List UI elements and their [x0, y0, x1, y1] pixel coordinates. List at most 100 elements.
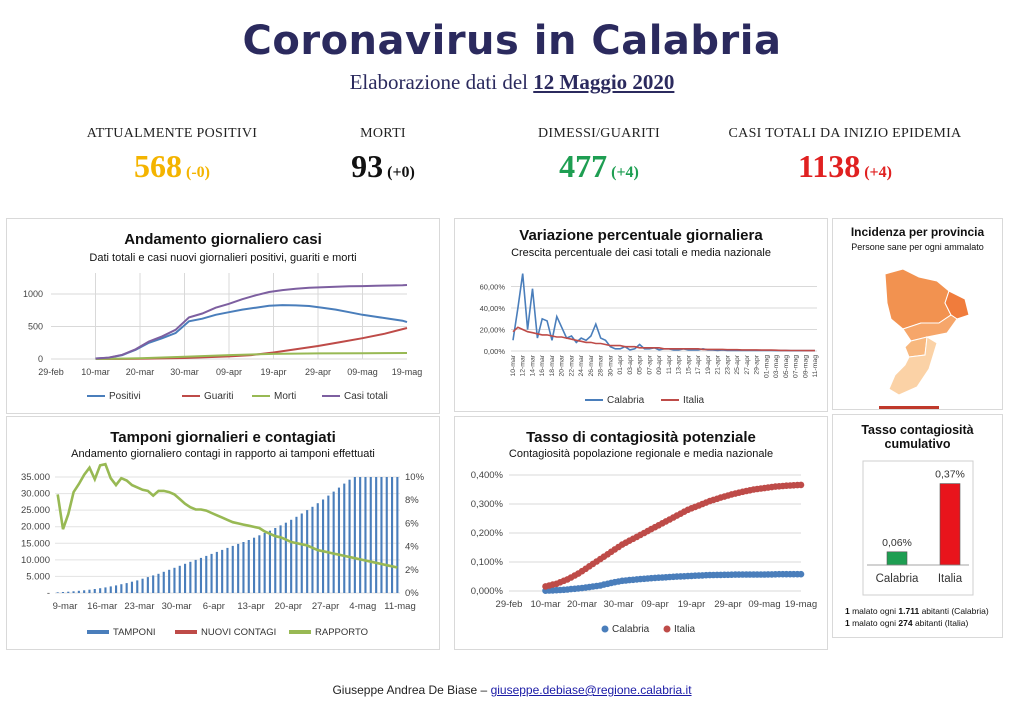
x-tick-label: 19-mag [392, 367, 423, 377]
legend-label: Casi totali [344, 391, 388, 402]
y-tick-label: - [47, 588, 50, 599]
x-tick-label: 09-apr [641, 599, 668, 610]
bar-tamponi [61, 592, 65, 593]
chart-title: Tasso contagiosità cumulativo [861, 423, 974, 451]
bar-tamponi [375, 477, 378, 593]
bar-tamponi [284, 522, 287, 593]
bar-tamponi [99, 588, 102, 593]
x-tick-label: 09-apr [656, 354, 663, 374]
bar-tamponi [290, 519, 293, 593]
series-line-italia [512, 326, 815, 352]
stat-value: 1138 [797, 148, 861, 184]
x-tick-label: 10-mar [530, 599, 560, 610]
bar-tamponi [396, 477, 399, 593]
stat-label: DIMESSI/GUARITI [538, 126, 660, 141]
x-tick-label: 07-mag [793, 355, 800, 378]
x-tick-label: 20-apr [275, 601, 302, 612]
panel-tamponi: Tamponi giornalieri e contagiati Andamen… [6, 416, 440, 650]
series-line-casi-totali [95, 284, 408, 360]
stat-morti: MORTI 93 (+0) [268, 126, 498, 185]
x-tick-label: 24-mar [578, 354, 585, 376]
x-tick-label: 09-mag [748, 599, 780, 610]
x-tick-label: 30-mar [607, 354, 614, 376]
bar-tamponi [268, 530, 272, 593]
bar-tamponi [279, 525, 282, 593]
x-tick-label: 30-mar [162, 601, 192, 612]
x-tick-label: 16-mar [87, 601, 117, 612]
bar-tamponi [77, 590, 80, 593]
note-italia: 1 malato ogni 274 abitanti (Italia) [845, 618, 969, 628]
x-tick-label: 29-apr [714, 599, 741, 610]
stat-value: 477 [559, 148, 608, 184]
bar-tamponi [221, 549, 224, 593]
panel-variazione: Variazione percentuale giornaliera Cresc… [454, 218, 828, 412]
bar-tamponi [136, 580, 139, 593]
bar-tamponi [274, 528, 277, 593]
bar-italia [939, 483, 961, 566]
bar-tamponi [316, 503, 319, 593]
x-tick-label: 9-mar [53, 601, 78, 612]
bar-tamponi [337, 487, 341, 593]
x-tick-label: 25-apr [734, 354, 741, 374]
y-tick-label: 0,000% [471, 586, 504, 597]
legend-label: Guariti [204, 391, 233, 402]
y2-tick-label: 10% [405, 472, 425, 483]
stat-delta: (+0) [387, 164, 415, 181]
stat-guariti: DIMESSI/GUARITI 477 (+4) [484, 126, 714, 185]
x-tick-label: 6-apr [203, 601, 225, 612]
subtitle-prefix: Elaborazione dati del [349, 70, 528, 94]
x-tick-label: 05-mag [783, 355, 790, 378]
x-tick-label: 10-mar [510, 354, 517, 376]
calabria-map [879, 268, 970, 409]
y-tick-label: 0,200% [471, 528, 504, 539]
y2-tick-label: 0% [405, 588, 419, 599]
series-line-calabria [512, 273, 815, 352]
panel-andamento: Andamento giornaliero casi Dati totali e… [6, 218, 440, 414]
bar-tamponi [56, 592, 59, 593]
bar-tamponi [322, 499, 325, 593]
y-tick-label: 0,300% [471, 499, 504, 510]
x-tick-label: 03-mag [773, 355, 780, 378]
x-tick-label: 15-apr [685, 354, 692, 374]
x-tick-label: 19-apr [705, 354, 712, 374]
chart-title: Incidenza per provincia [850, 225, 985, 239]
x-tick-label: 22-mar [569, 354, 576, 376]
bar-tamponi [380, 477, 383, 593]
legend-label: TAMPONI [113, 627, 156, 638]
y-tick-label: 0,100% [471, 557, 504, 568]
footer-email-link[interactable]: giuseppe.debiase@regione.calabria.it [490, 683, 692, 697]
y-tick-label: 35.000 [21, 472, 50, 483]
x-tick-label: 01-mag [763, 355, 770, 378]
stat-delta: (-0) [186, 164, 210, 181]
bar-tamponi [189, 561, 192, 593]
bar-tamponi [130, 581, 134, 593]
bar-tamponi [353, 477, 356, 593]
x-tick-label: 03-apr [627, 354, 634, 374]
series-line-guariti [95, 327, 408, 360]
x-tick-label: 21-apr [715, 354, 722, 374]
bar-tamponi [83, 590, 86, 593]
chart-andamento: 0 500 1000 29-feb 10-mar 20-mar 30-mar 09-apr 19… [23, 273, 423, 402]
stat-label: ATTUALMENTE POSITIVI [86, 126, 258, 141]
stat-value: 568 [134, 148, 182, 184]
scatter-point-calabria [797, 570, 805, 578]
y-tick-label: 15.000 [21, 538, 50, 549]
footer-author: Giuseppe Andrea De Biase – [332, 683, 488, 697]
bar-tamponi [88, 589, 91, 593]
bar-tamponi [306, 510, 309, 593]
chart-title: Tamponi giornalieri e contagiati [110, 429, 336, 446]
legend-swatch [601, 625, 609, 633]
x-tick-label: 05-apr [637, 354, 644, 374]
bar-calabria [886, 551, 908, 566]
map-region-reggio [888, 336, 938, 396]
bar-tamponi [258, 535, 261, 593]
panel-tasso: Tasso di contagiosità potenziale Contagi… [454, 416, 828, 650]
panel-cumulativo: Tasso contagiosità cumulativo 0,06% Calab… [832, 414, 1003, 638]
page-subtitle: Elaborazione dati del 12 Maggio 2020 [0, 70, 1024, 95]
bar-tamponi [263, 533, 266, 593]
category-label: Italia [938, 573, 963, 585]
x-tick-label: 17-apr [695, 354, 702, 374]
y-tick-label: 0,400% [471, 470, 504, 481]
bar-tamponi [72, 591, 75, 593]
y-tick-label: 5.000 [26, 571, 50, 582]
